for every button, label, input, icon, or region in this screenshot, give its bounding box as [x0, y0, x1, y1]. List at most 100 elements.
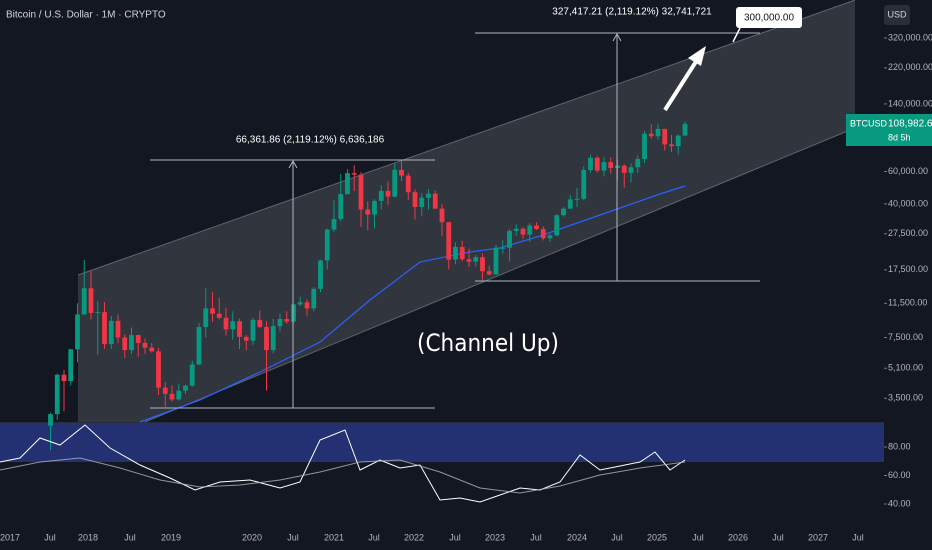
candle-body — [459, 247, 465, 260]
candle-body — [567, 199, 573, 209]
candle-body — [453, 247, 458, 260]
candle-body — [561, 208, 566, 216]
candle-body — [493, 247, 499, 275]
candle-body — [48, 414, 53, 426]
candle-body — [446, 222, 452, 260]
x-tick-label: Jul — [368, 532, 380, 542]
y-tick-label: 220,000.00 — [888, 62, 932, 72]
x-tick-label: 2027 — [808, 532, 828, 542]
candle-body — [324, 229, 330, 261]
candle-body — [351, 173, 357, 175]
y-tick-label: 7,500.00 — [888, 332, 923, 342]
candle-body — [318, 260, 323, 289]
measure-label: 327,417.21 (2,119.12%) 32,741,721 — [552, 7, 712, 18]
y-tick-label: 17,500.00 — [888, 264, 928, 274]
x-tick-label: Jul — [287, 532, 299, 542]
candle-body — [635, 159, 641, 168]
candle-body — [588, 157, 593, 170]
candle-body — [264, 327, 269, 351]
candle-body — [108, 320, 114, 345]
candle-body — [230, 321, 236, 330]
candle-body — [338, 194, 344, 220]
candle-body — [682, 123, 688, 136]
currency-box[interactable] — [884, 5, 910, 25]
x-tick-label: 2024 — [567, 532, 587, 542]
x-tick-label: Jul — [611, 532, 623, 542]
candle-body — [284, 319, 290, 322]
candle-body — [574, 198, 580, 200]
candles — [48, 121, 688, 451]
candle-body — [507, 230, 512, 248]
candle-body — [196, 327, 202, 365]
symbol: BTCUSD — [850, 118, 888, 128]
candle-body — [466, 259, 472, 262]
candle-body — [392, 169, 398, 197]
candle-body — [594, 157, 600, 171]
candle-body — [277, 319, 283, 327]
candle-body — [419, 197, 425, 207]
candle-body — [237, 321, 242, 337]
candle-body — [513, 228, 519, 231]
callout-box — [736, 7, 802, 28]
candle-body — [95, 312, 101, 314]
candle-body — [540, 229, 546, 239]
candle-body — [216, 313, 222, 318]
candle-body — [628, 167, 634, 173]
callout-pointer — [732, 27, 741, 43]
currency: USD — [887, 9, 907, 19]
x-tick-label: 2017 — [0, 532, 20, 542]
candle-body — [608, 162, 614, 169]
candle-body — [662, 128, 668, 145]
y-tick-label: 40,000.00 — [888, 198, 928, 208]
measure-label: 66,361.86 (2,119.12%) 6,636,186 — [236, 135, 385, 146]
rsi-line — [0, 424, 686, 503]
candle-body — [500, 247, 506, 249]
x-tick-label: Jul — [852, 532, 864, 542]
candle-body — [169, 393, 175, 400]
price-axis — [884, 0, 932, 550]
candle-body — [669, 144, 674, 147]
x-tick-label: 2018 — [78, 532, 98, 542]
candle-body — [655, 128, 661, 137]
candle-body — [149, 347, 155, 352]
x-tick-label: 2021 — [324, 532, 344, 542]
y-tick-label: 27,500.00 — [888, 228, 928, 238]
measure-arrowhead — [288, 159, 298, 169]
candle-body — [189, 364, 195, 386]
candle-body — [331, 219, 337, 230]
candle-body — [399, 169, 404, 176]
moving-average — [139, 185, 686, 423]
annotation: (Channel Up) — [417, 329, 559, 357]
candle-body — [547, 235, 553, 239]
candle-body — [297, 302, 303, 305]
candle-body — [345, 173, 350, 195]
candle-body — [75, 314, 80, 350]
y-tick-label: 320,000.00 — [888, 32, 932, 42]
candle-body — [88, 288, 94, 313]
last-price: 108,982.68 — [888, 119, 932, 130]
target-arrowhead — [688, 46, 706, 66]
x-tick-label: Jul — [124, 532, 136, 542]
rsi-tick-label: 60.00 — [888, 470, 911, 480]
candle-body — [210, 308, 215, 314]
x-tick-label: Jul — [44, 532, 56, 542]
rsi-tick-label: 40.00 — [888, 498, 911, 508]
target-arrow — [663, 58, 699, 112]
countdown: 8d 5h — [888, 132, 911, 142]
candle-body — [61, 374, 67, 382]
candle-body — [183, 385, 188, 391]
candle-body — [203, 308, 209, 328]
rsi-band — [0, 423, 884, 462]
rsi-ma-line — [0, 457, 686, 494]
candle-body — [257, 319, 263, 328]
candle-body — [432, 193, 438, 209]
candle-body — [534, 225, 539, 230]
candle-body — [642, 133, 647, 160]
candle-body — [250, 319, 256, 341]
candle-body — [405, 175, 411, 193]
candle-body — [142, 342, 148, 348]
candle-body — [601, 162, 607, 171]
x-tick-label: Jul — [772, 532, 784, 542]
chart-title: Bitcoin / U.S. Dollar · 1M · CRYPTO — [6, 10, 166, 21]
